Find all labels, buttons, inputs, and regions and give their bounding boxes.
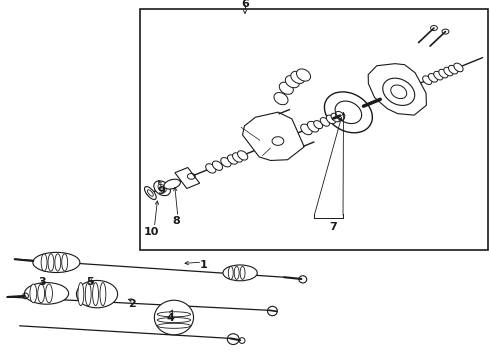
Ellipse shape — [157, 323, 191, 328]
Ellipse shape — [291, 71, 305, 84]
Ellipse shape — [234, 266, 239, 279]
Bar — [175, 167, 199, 189]
Ellipse shape — [154, 300, 194, 335]
Text: 6: 6 — [241, 0, 249, 9]
Polygon shape — [368, 64, 426, 115]
Ellipse shape — [307, 121, 319, 132]
Ellipse shape — [240, 266, 245, 279]
Ellipse shape — [164, 179, 180, 189]
Ellipse shape — [296, 69, 311, 81]
Text: 10: 10 — [143, 227, 159, 237]
Ellipse shape — [212, 161, 222, 170]
Ellipse shape — [428, 73, 438, 82]
Ellipse shape — [324, 92, 372, 133]
Ellipse shape — [221, 158, 231, 167]
Text: 2: 2 — [128, 299, 136, 309]
Text: 8: 8 — [172, 216, 180, 226]
Ellipse shape — [279, 82, 294, 94]
Ellipse shape — [238, 151, 248, 160]
Ellipse shape — [48, 254, 54, 271]
Ellipse shape — [46, 284, 52, 303]
Text: 3: 3 — [38, 276, 46, 287]
Ellipse shape — [439, 69, 448, 78]
Ellipse shape — [38, 284, 45, 303]
Ellipse shape — [93, 283, 98, 306]
Ellipse shape — [335, 111, 344, 120]
Text: 1: 1 — [199, 260, 207, 270]
Ellipse shape — [76, 280, 118, 308]
Text: 4: 4 — [167, 312, 174, 323]
Ellipse shape — [24, 283, 69, 304]
Ellipse shape — [30, 284, 37, 303]
Ellipse shape — [331, 113, 340, 122]
Ellipse shape — [154, 181, 171, 195]
Ellipse shape — [444, 67, 453, 76]
Ellipse shape — [157, 312, 191, 317]
Ellipse shape — [33, 252, 80, 273]
Ellipse shape — [274, 93, 288, 105]
Ellipse shape — [145, 186, 156, 199]
Ellipse shape — [157, 318, 191, 323]
Ellipse shape — [100, 283, 106, 306]
Ellipse shape — [41, 254, 47, 271]
Ellipse shape — [454, 63, 463, 72]
Ellipse shape — [206, 164, 216, 173]
Ellipse shape — [85, 283, 91, 306]
Bar — [140, 9, 488, 250]
Ellipse shape — [227, 155, 238, 164]
Text: 9: 9 — [158, 186, 166, 196]
Polygon shape — [243, 112, 304, 161]
Ellipse shape — [448, 65, 458, 74]
Ellipse shape — [434, 71, 443, 80]
Ellipse shape — [423, 76, 432, 85]
Ellipse shape — [285, 76, 299, 88]
Text: 5: 5 — [86, 276, 94, 287]
Ellipse shape — [326, 115, 336, 124]
Ellipse shape — [223, 265, 257, 281]
Ellipse shape — [301, 124, 312, 135]
Ellipse shape — [228, 266, 233, 279]
Ellipse shape — [320, 118, 329, 126]
Ellipse shape — [78, 283, 84, 306]
Ellipse shape — [55, 254, 61, 271]
Ellipse shape — [62, 254, 68, 271]
Ellipse shape — [233, 153, 243, 162]
Text: 7: 7 — [329, 222, 337, 232]
Ellipse shape — [314, 121, 322, 129]
